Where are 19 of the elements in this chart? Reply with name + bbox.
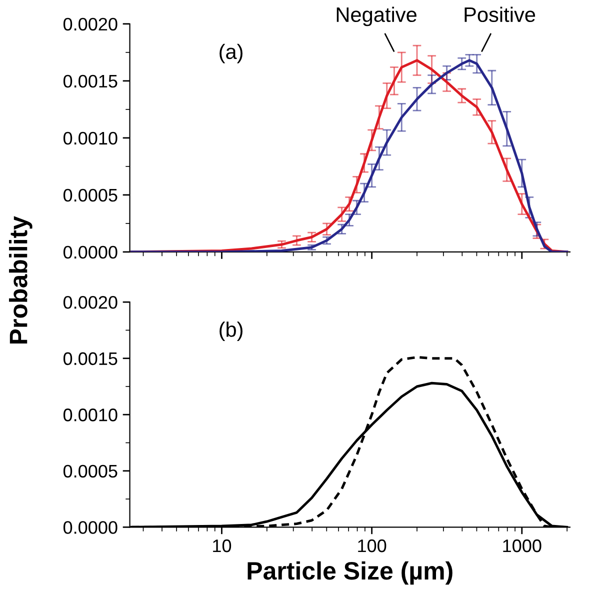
x-tick-label: 1000 xyxy=(503,539,542,552)
x-axis-title: Particle Size (µm) xyxy=(248,561,452,585)
x-tick-label: 10 xyxy=(213,539,232,552)
y-tick-label: 0.0005 xyxy=(63,464,118,478)
y-axis-title: Probability xyxy=(9,216,32,344)
y-tick-label: 0.0000 xyxy=(63,521,118,534)
text: (a) xyxy=(220,44,242,64)
y-tick-label: 0.0005 xyxy=(63,188,118,202)
y-tick-label: 0.0020 xyxy=(63,18,118,31)
y-tick-label: 0.0015 xyxy=(63,352,118,366)
y-tick-label: 0.0020 xyxy=(63,296,118,309)
y-tick-label: 0.0015 xyxy=(63,74,118,88)
y-tick-label: 0.0010 xyxy=(63,132,118,145)
text: Positive xyxy=(464,6,536,22)
y-tick-label: 0.0010 xyxy=(63,408,118,422)
annotation: Negative xyxy=(336,6,416,26)
y-tick-label: 0.0000 xyxy=(63,246,118,259)
text: (b) xyxy=(220,322,242,342)
x-tick-label: 100 xyxy=(358,539,386,552)
